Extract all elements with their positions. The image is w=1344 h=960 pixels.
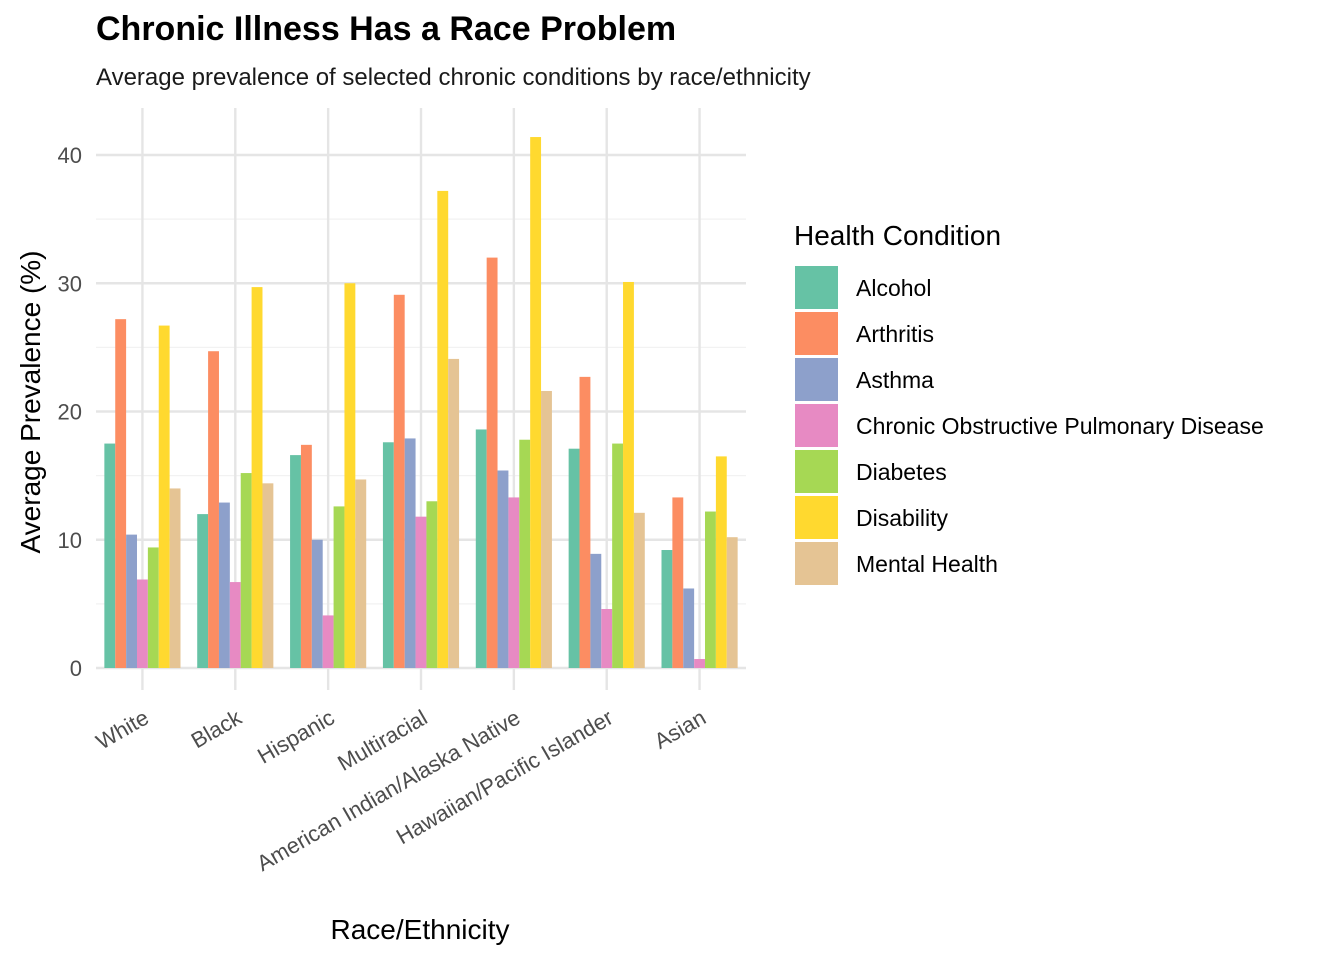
bar [568,448,580,668]
bar [715,456,727,668]
bar [683,588,695,668]
bar [497,470,509,668]
x-tick-label: White [92,705,153,755]
bar [251,287,263,668]
y-tick-label: 30 [58,271,82,296]
legend-key [795,496,838,539]
bar [579,376,591,668]
bars [104,137,738,669]
bar [136,579,148,668]
bar [344,283,356,668]
bar [437,190,449,668]
bar [147,547,159,668]
bar [508,497,520,668]
bar [541,390,552,668]
y-axis-ticks: 0 10 20 30 40 [58,143,82,681]
legend-key [795,404,838,447]
bar [426,501,438,668]
bar [404,438,416,668]
bar [623,281,634,668]
x-tick-label: Black [187,704,247,753]
legend-label: Diabetes [856,459,947,485]
bar [333,506,345,668]
bar [530,137,542,669]
bar [705,511,716,668]
legend-key [795,266,838,309]
legend-label: Alcohol [856,275,931,301]
y-tick-label: 40 [58,143,82,168]
legend-label: Asthma [856,367,934,393]
legend-label: Chronic Obstructive Pulmonary Disease [856,413,1264,439]
bar [169,488,181,668]
bar [694,659,706,668]
bar [262,483,274,668]
y-tick-label: 20 [58,400,82,425]
bar [240,473,252,668]
x-axis-title: Race/Ethnicity [331,914,510,945]
bar [448,358,460,668]
bar [519,439,531,668]
bar [486,257,498,668]
bar [393,294,405,668]
bar [290,455,301,668]
legend: Health Condition Alcohol Arthritis Asthma C… [794,220,1264,585]
bar [601,609,613,668]
legend-key [795,358,838,401]
bar [311,539,323,668]
bar [208,351,219,668]
bar [229,582,241,668]
x-tick-label: Asian [650,705,710,754]
bar [633,512,645,668]
legend-label: Arthritis [856,321,934,347]
y-tick-label: 10 [58,528,82,553]
bar [382,442,394,668]
bar [126,534,137,668]
legend-key [795,542,838,585]
bar [661,550,673,668]
legend-key [795,450,838,493]
bar [726,537,738,668]
chart-title: Chronic Illness Has a Race Problem [96,10,677,48]
bar [672,497,684,668]
bar [218,502,230,668]
bar [158,325,170,668]
bar [475,429,487,668]
bar [322,615,334,668]
bar [590,553,602,668]
y-tick-label: 0 [70,656,82,681]
bar [300,444,312,668]
bar [104,443,116,668]
bar [415,516,427,668]
bar [612,443,624,668]
legend-key [795,312,838,355]
legend-title: Health Condition [794,220,1001,251]
y-axis-title: Average Prevalence (%) [15,251,46,554]
legend-label: Mental Health [856,551,998,577]
bar [355,479,367,668]
x-tick-label: Hispanic [253,705,339,769]
chart-subtitle: Average prevalence of selected chronic c… [96,64,811,91]
legend-label: Disability [856,505,949,531]
bar [115,319,127,668]
bar [197,514,209,668]
